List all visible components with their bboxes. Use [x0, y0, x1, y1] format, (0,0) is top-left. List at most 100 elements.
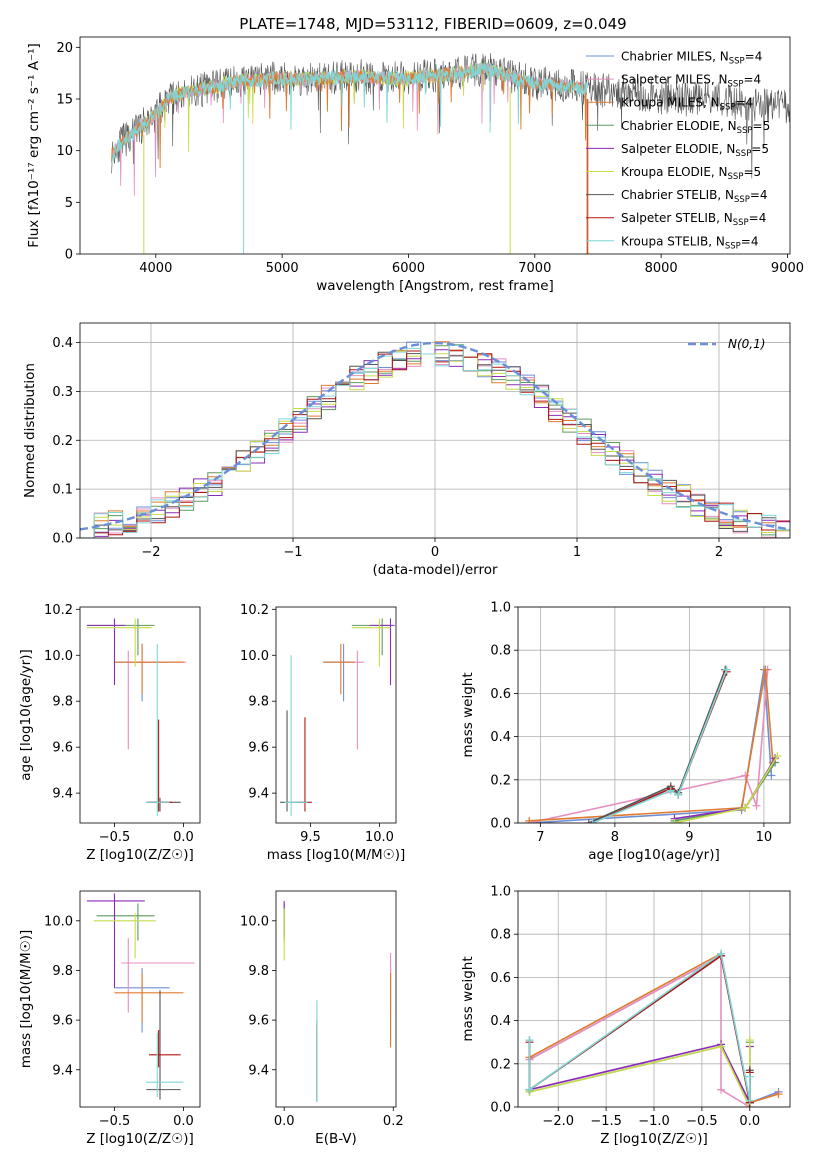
ytick-label: 1.0 [490, 601, 511, 616]
ytick-label: 10.0 [44, 649, 73, 664]
ytick-label: 0.0 [52, 532, 73, 547]
y-axis-label: mass weight [460, 956, 476, 1041]
legend-label: Chabrier ELODIE, NSSP=5 [621, 119, 770, 136]
x-axis-label: Z [log10(Z/Z☉)] [600, 1131, 708, 1147]
legend-suffix: =4 [749, 211, 767, 225]
weight-marker [525, 1036, 534, 1045]
plot-area [283, 900, 392, 1103]
ytick-label: 0.8 [490, 928, 511, 943]
xtick-label: 6000 [392, 261, 425, 276]
ytick-label: 0.8 [490, 644, 511, 659]
residuals-panel: −2 −1 0 1 2 0.0 0.1 0.2 0.3 0.4 (data-model)/error… [22, 322, 791, 578]
xtick-label: 7000 [518, 261, 551, 276]
legend-subscript: SSP [725, 241, 741, 251]
weight-marker [752, 801, 761, 810]
xtick-label: −0.5 [99, 830, 131, 845]
legend-subscript: SSP [737, 126, 753, 136]
xtick-label: −2.0 [542, 1114, 574, 1129]
ytick-label: 0.0 [490, 817, 511, 832]
plot-area [525, 949, 783, 1107]
legend-subscript: SSP [735, 149, 751, 159]
weight-marker [767, 771, 776, 780]
x-axis-label: age [log10(age/yr)] [588, 847, 720, 863]
ytick-label: 9.8 [248, 695, 269, 710]
plot-area [86, 618, 187, 817]
weight-marker [774, 1090, 783, 1099]
weight-line [592, 669, 728, 823]
weight-marker [525, 816, 534, 823]
legend-suffix: =4 [743, 73, 761, 87]
ytick-label: 0.1 [52, 483, 73, 498]
ytick-label: 9.8 [52, 964, 73, 979]
weight-line [529, 954, 751, 1107]
legend-suffix: =4 [741, 234, 759, 248]
ytick-label: 0.2 [490, 1057, 511, 1072]
ytick-label: 9.4 [248, 1063, 269, 1078]
ytick-label: 10.0 [240, 914, 269, 929]
legend-subscript: SSP [728, 80, 744, 90]
plot-area [86, 893, 195, 1100]
legend-suffix: =4 [750, 188, 768, 202]
age-vs-mass-panel: 9.5 10.0 9.4 9.6 9.8 10.0 10.2 mass [log10(M/M☉… [240, 603, 405, 863]
normal-curve [80, 341, 790, 531]
legend-subscript: SSP [728, 172, 744, 182]
legend-label: N(0,1) [728, 337, 765, 351]
x-axis-label: Z [log10(Z/Z☉)] [86, 1131, 194, 1147]
weight-marker [745, 1072, 754, 1081]
y-axis-label: mass [log10(M/M☉)] [18, 930, 34, 1069]
ytick-label: 0.6 [490, 971, 511, 986]
axes-frame [79, 322, 791, 539]
histogram-step [80, 349, 790, 538]
ytick-label: 9.6 [52, 741, 73, 756]
ytick-label: 9.6 [248, 741, 269, 756]
spectrum-title: PLATE=1748, MJD=53112, FIBERID=0609, z=0… [239, 15, 626, 33]
legend-label: Salpeter ELODIE, NSSP=5 [621, 142, 769, 159]
x-axis-label: (data-model)/error [372, 562, 498, 578]
xtick-label: 8000 [645, 261, 678, 276]
x-axis-label: E(B-V) [315, 1131, 357, 1147]
ytick-label: 0.3 [52, 385, 73, 400]
weight-marker [666, 786, 675, 795]
ytick-label: 0.4 [490, 1014, 511, 1029]
spectrum-line [111, 62, 589, 164]
legend-label: Chabrier MILES, NSSP=4 [621, 50, 762, 67]
weight-marker [745, 1036, 754, 1045]
xtick-label: 0.2 [383, 1114, 404, 1129]
ytick-label: 15 [56, 93, 73, 108]
age-vs-Z-panel: −0.5 0.0 9.4 9.6 9.8 10.0 10.2 Z [log10(Z/Z☉)] a… [18, 603, 201, 863]
legend-suffix: =5 [753, 119, 771, 133]
weight-marker [588, 819, 597, 823]
legend-subscript: SSP [734, 195, 750, 205]
weight-marker [717, 949, 726, 958]
legend-suffix: =5 [751, 142, 769, 156]
axes-frame [517, 606, 791, 824]
ytick-label: 0.2 [52, 434, 73, 449]
xtick-label: 10 [756, 830, 773, 845]
xtick-label: 9000 [771, 261, 804, 276]
ytick-label: 10 [56, 144, 73, 159]
axes-frame [275, 606, 397, 824]
ytick-label: 10.0 [240, 649, 269, 664]
legend-subscript: SSP [720, 103, 736, 113]
xtick-label: 2 [715, 545, 723, 560]
plot-area [525, 665, 782, 823]
xtick-label: 9 [685, 830, 693, 845]
xtick-label: 8 [611, 830, 619, 845]
xtick-label: −1 [283, 545, 302, 560]
xtick-label: −2 [141, 545, 160, 560]
x-axis-label: mass [log10(M/M☉)] [267, 847, 406, 863]
ytick-label: 9.8 [52, 695, 73, 710]
y-axis-label: mass weight [460, 672, 476, 757]
ytick-label: 1.0 [490, 885, 511, 900]
weight-marker [674, 790, 683, 799]
legend-label: Salpeter STELIB, NSSP=4 [621, 211, 766, 228]
ytick-label: 10.2 [240, 603, 269, 618]
xtick-label: 7 [536, 830, 544, 845]
spectrum-line [111, 53, 790, 179]
ytick-label: 9.4 [248, 787, 269, 802]
ytick-label: 20 [56, 41, 73, 56]
y-axis-label: Flux [fλ10⁻¹⁷ erg cm⁻² s⁻¹ A⁻¹] [26, 43, 42, 248]
ytick-label: 0 [65, 248, 73, 263]
xtick-label: 0.0 [173, 1114, 194, 1129]
